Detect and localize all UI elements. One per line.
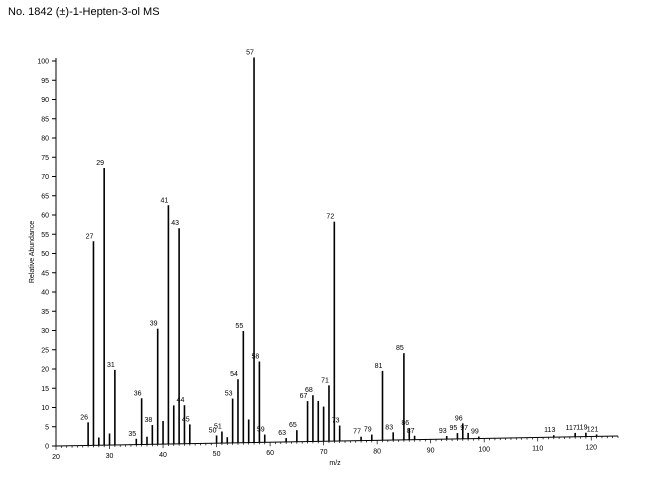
x-tick-label: 40 <box>159 452 167 459</box>
y-tick-label: 35 <box>41 309 49 316</box>
x-tick-label: 50 <box>213 451 221 458</box>
x-axis-label: m/z <box>329 460 341 467</box>
y-tick-label: 65 <box>41 193 49 200</box>
peak-label: 96 <box>455 415 463 422</box>
peak-label: 79 <box>364 427 372 434</box>
peak-label: 97 <box>460 425 468 432</box>
y-tick-label: 70 <box>41 174 49 181</box>
peak-label: 68 <box>305 387 313 394</box>
x-tick-label: 110 <box>532 445 543 452</box>
peak-label: 71 <box>321 377 329 384</box>
x-tick-label: 80 <box>373 448 381 455</box>
y-tick-label: 90 <box>41 97 49 104</box>
y-tick-label: 10 <box>41 405 49 412</box>
peak-label: 59 <box>257 427 265 434</box>
x-tick-label: 30 <box>106 453 114 460</box>
peak-label: 65 <box>289 422 297 429</box>
x-tick-label: 90 <box>427 447 435 454</box>
y-tick-label: 15 <box>41 386 49 393</box>
peak-label: 67 <box>300 393 308 400</box>
y-tick-label: 0 <box>45 444 49 451</box>
peak-label: 113 <box>544 427 555 434</box>
x-tick-label: 100 <box>478 446 490 453</box>
peak-label: 51 <box>214 423 222 430</box>
peak-label: 117 <box>566 425 577 432</box>
peak-label: 57 <box>246 49 254 56</box>
y-tick-label: 75 <box>41 155 49 162</box>
peak-label: 58 <box>251 354 259 361</box>
peak-label: 38 <box>144 417 152 424</box>
peak-label: 39 <box>150 321 158 328</box>
x-tick-label: 70 <box>320 449 328 456</box>
y-tick-label: 45 <box>41 270 49 277</box>
peak-label: 85 <box>396 345 404 352</box>
x-tick-label: 60 <box>266 450 274 457</box>
peak-label: 31 <box>107 362 115 369</box>
peak-label: 50 <box>209 427 217 434</box>
y-tick-label: 20 <box>41 367 49 374</box>
peak-label: 41 <box>161 197 169 204</box>
peak-label: 72 <box>326 214 334 221</box>
peak-label: 77 <box>353 429 361 436</box>
peak-label: 44 <box>177 397 185 404</box>
peak-label: 93 <box>439 428 447 435</box>
peak-label: 29 <box>96 160 104 167</box>
y-tick-label: 85 <box>41 116 49 123</box>
peak-label: 99 <box>471 429 479 436</box>
peak-label: 81 <box>375 363 383 370</box>
peak-label: 121 <box>587 426 599 433</box>
y-tick-label: 100 <box>37 59 49 66</box>
y-tick-label: 55 <box>41 232 49 239</box>
peak-label: 63 <box>278 430 286 437</box>
y-tick-label: 25 <box>41 347 49 354</box>
y-tick-label: 5 <box>45 424 49 431</box>
x-tick-label: 120 <box>585 444 597 451</box>
peak-label: 27 <box>86 233 94 240</box>
y-tick-label: 30 <box>41 328 49 335</box>
y-tick-label: 40 <box>41 290 49 297</box>
peak-bars <box>87 57 598 446</box>
y-tick-label: 95 <box>41 78 49 85</box>
peak-label: 26 <box>80 414 88 421</box>
peak-label: 54 <box>230 371 238 378</box>
peak-label: 55 <box>235 323 243 330</box>
peak-label: 87 <box>407 428 415 435</box>
y-tick-label: 50 <box>41 251 49 258</box>
x-axis-line <box>55 435 619 447</box>
peak-label: 45 <box>182 416 190 423</box>
peak-label: 95 <box>450 425 458 432</box>
x-tick-label: 20 <box>52 454 60 461</box>
peak-label: 119 <box>576 425 587 432</box>
y-tick-label: 60 <box>41 213 49 220</box>
peak-label: 73 <box>332 418 340 425</box>
peak-label: 36 <box>134 390 142 397</box>
peak-label: 83 <box>385 424 393 431</box>
y-axis-label: Relative Abundance <box>29 221 36 283</box>
peak-label: 43 <box>171 220 179 227</box>
peak-label: 35 <box>128 431 136 438</box>
axes: 0 5 10 15 20 25 30 35 40 45 50 55 60 65 70 75 80 85 90 95 10… <box>37 58 619 461</box>
peak-label: 53 <box>225 391 233 398</box>
peak-label: 86 <box>401 420 409 427</box>
y-tick-label: 80 <box>41 136 49 143</box>
page-title: No. 1842 (±)-1-Hepten-3-ol MS <box>8 6 160 18</box>
